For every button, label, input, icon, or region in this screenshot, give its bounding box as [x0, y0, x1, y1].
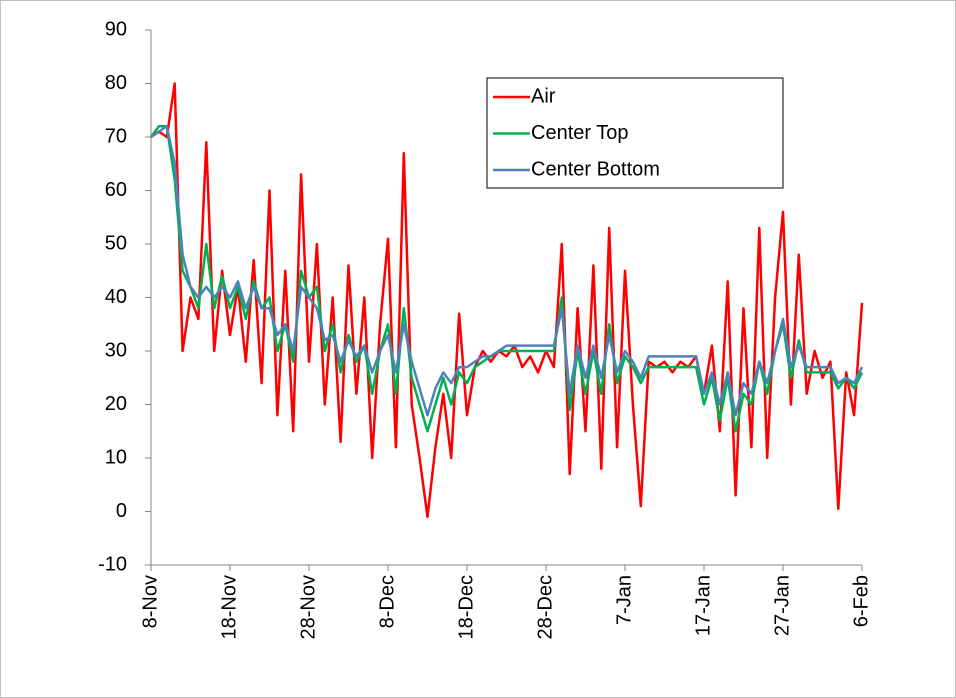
y-tick-label: 40 — [105, 286, 127, 308]
data-line — [150, 125, 864, 417]
data-line — [149, 125, 864, 433]
y-tick-label: 80 — [105, 72, 127, 94]
x-tick-label: 18-Nov — [218, 575, 240, 639]
legend-box — [486, 77, 784, 189]
x-tick-label: 6-Feb — [850, 575, 872, 627]
data-line — [150, 82, 864, 519]
legend-label: Air — [531, 85, 556, 107]
x-tick-label: 8-Nov — [139, 575, 161, 628]
y-tick-label: 90 — [105, 18, 127, 40]
y-tick-label: 10 — [105, 446, 127, 468]
y-tick-label: -10 — [98, 553, 127, 575]
x-tick-label: 8-Dec — [376, 575, 398, 628]
y-tick-label: 0 — [116, 500, 127, 522]
x-tick-label: 28-Dec — [534, 575, 556, 639]
legend-label: Center Bottom — [531, 158, 660, 180]
y-tick-label: 20 — [105, 393, 127, 415]
x-tick-label: 27-Jan — [771, 575, 793, 636]
legend-label: Center Top — [531, 122, 628, 144]
y-tick-label: 50 — [105, 232, 127, 254]
x-tick-label: 18-Dec — [455, 575, 477, 639]
x-tick-label: 7-Jan — [613, 575, 635, 625]
x-tick-label: 17-Jan — [692, 575, 714, 636]
y-tick-label: 30 — [105, 339, 127, 361]
x-tick-label: 28-Nov — [297, 575, 319, 639]
y-tick-label: 70 — [105, 125, 127, 147]
y-tick-label: 60 — [105, 179, 127, 201]
